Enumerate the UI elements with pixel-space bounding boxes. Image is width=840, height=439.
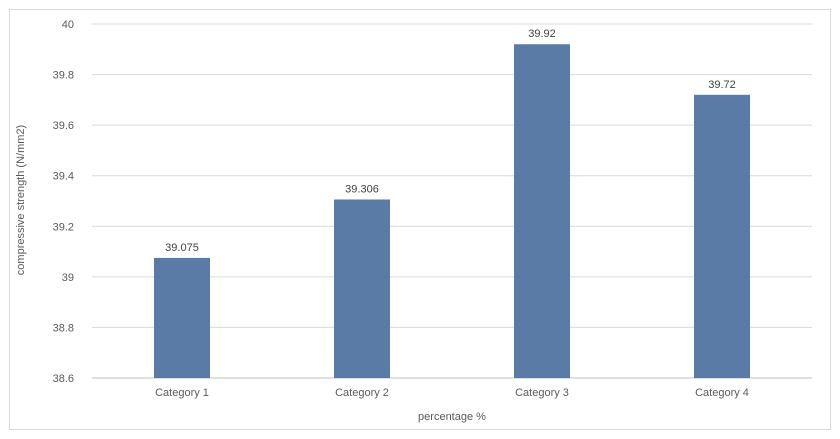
bar-category-3 bbox=[514, 44, 570, 378]
x-axis-ticks: Category 1 Category 2 Category 3 Category 4 bbox=[155, 387, 749, 399]
gridlines bbox=[92, 23, 812, 379]
x-tick-label: Category 4 bbox=[695, 387, 749, 399]
y-tick-label: 39.4 bbox=[53, 171, 74, 183]
data-label: 39.075 bbox=[165, 242, 199, 254]
x-tick-label: Category 1 bbox=[155, 387, 209, 399]
y-axis-ticks: 38.6 38.8 39 39.2 39.4 39.6 39.8 40 bbox=[53, 19, 74, 385]
y-axis-title: compressive strength (N/mm2) bbox=[15, 125, 27, 275]
data-labels: 39.075 39.306 39.92 39.72 bbox=[165, 28, 736, 254]
y-tick-label: 39.6 bbox=[53, 120, 74, 132]
bar-category-2 bbox=[334, 199, 390, 378]
y-tick-label: 39.2 bbox=[53, 221, 74, 233]
bars bbox=[154, 44, 750, 379]
y-tick-label: 39.8 bbox=[53, 70, 74, 82]
y-tick-label: 40 bbox=[62, 19, 74, 31]
y-tick-label: 38.8 bbox=[53, 322, 74, 334]
x-tick-label: Category 3 bbox=[515, 387, 569, 399]
bar-category-1 bbox=[154, 257, 210, 378]
data-label: 39.72 bbox=[708, 79, 736, 91]
x-tick-label: Category 2 bbox=[335, 387, 389, 399]
bar-category-4 bbox=[694, 94, 750, 379]
x-axis-title: percentage % bbox=[418, 411, 486, 423]
y-tick-label: 39 bbox=[62, 272, 74, 284]
data-label: 39.306 bbox=[345, 183, 379, 195]
data-label: 39.92 bbox=[528, 28, 556, 40]
y-tick-label: 38.6 bbox=[53, 373, 74, 385]
